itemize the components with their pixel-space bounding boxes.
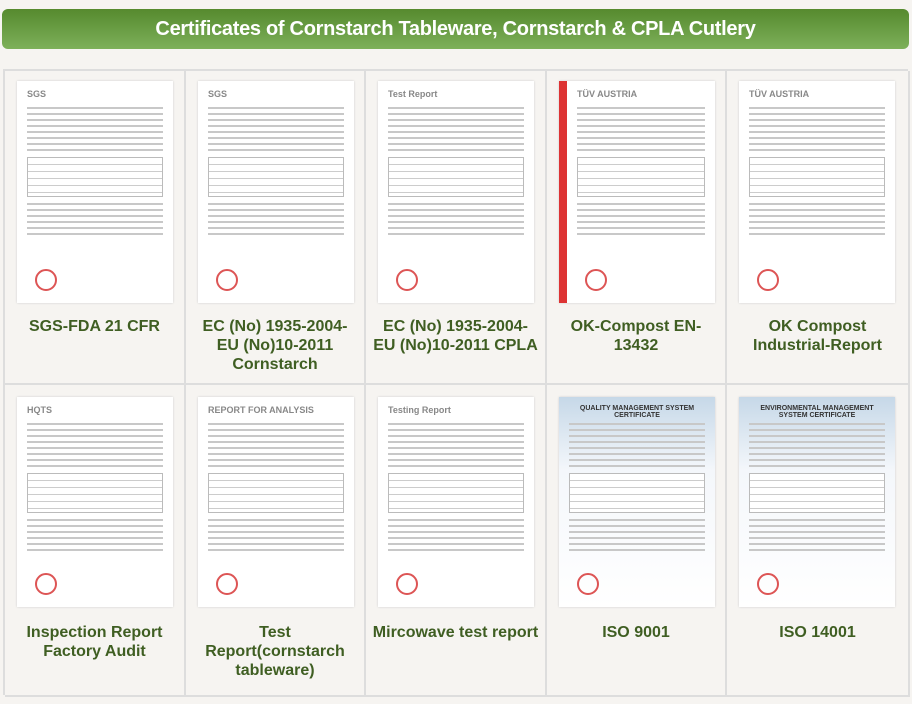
- certificate-card[interactable]: TÜV AUSTRIA OK Compost Industrial-Report: [727, 71, 910, 385]
- certificate-doc-header: QUALITY MANAGEMENT SYSTEM CERTIFICATE: [579, 405, 695, 419]
- certificate-doc-header: TÜV AUSTRIA: [577, 89, 638, 99]
- certificate-card[interactable]: Testing Report Mircowave test report: [366, 385, 547, 697]
- stamp-icon: [577, 573, 599, 595]
- certificate-image[interactable]: REPORT FOR ANALYSIS: [198, 397, 354, 607]
- stamp-icon: [396, 269, 418, 291]
- certificate-image[interactable]: TÜV AUSTRIA: [739, 81, 895, 303]
- certificate-label[interactable]: ISO 9001: [602, 624, 670, 641]
- stamp-icon: [585, 269, 607, 291]
- stamp-icon: [757, 573, 779, 595]
- certificate-image[interactable]: Testing Report: [378, 397, 534, 607]
- stamp-icon: [35, 573, 57, 595]
- stamp-icon: [216, 573, 238, 595]
- certificate-doc-header: SGS: [27, 89, 47, 99]
- certificate-card[interactable]: TÜV AUSTRIA OK-Compost EN-13432: [547, 71, 727, 385]
- certificate-card[interactable]: QUALITY MANAGEMENT SYSTEM CERTIFICATE ISO…: [547, 385, 727, 697]
- certificate-doc-header: Test Report: [388, 89, 438, 99]
- certificate-doc-header: HQTS: [27, 405, 53, 415]
- certificate-label[interactable]: OK-Compost EN-13432: [570, 318, 702, 354]
- certificate-image[interactable]: ENVIRONMENTAL MANAGEMENT SYSTEM CERTIFIC…: [739, 397, 895, 607]
- certificate-image[interactable]: SGS: [17, 81, 173, 303]
- certificate-doc-header: REPORT FOR ANALYSIS: [208, 405, 314, 415]
- stamp-icon: [757, 269, 779, 291]
- certificate-label[interactable]: Inspection Report Factory Audit: [26, 624, 163, 660]
- stamp-icon: [216, 269, 238, 291]
- certificate-image[interactable]: QUALITY MANAGEMENT SYSTEM CERTIFICATE: [559, 397, 715, 607]
- certificate-card[interactable]: SGS SGS-FDA 21 CFR: [5, 71, 186, 385]
- certificate-card[interactable]: Test Report EC (No) 1935-2004-EU (No)10-2…: [366, 71, 547, 385]
- certificate-doc-header: ENVIRONMENTAL MANAGEMENT SYSTEM CERTIFIC…: [760, 405, 874, 419]
- certificate-label[interactable]: SGS-FDA 21 CFR: [29, 318, 160, 335]
- certificate-image[interactable]: HQTS: [17, 397, 173, 607]
- certificate-card[interactable]: ENVIRONMENTAL MANAGEMENT SYSTEM CERTIFIC…: [727, 385, 910, 697]
- certificate-label[interactable]: ISO 14001: [779, 624, 856, 641]
- certificate-doc-header: Testing Report: [388, 405, 451, 415]
- certificate-label[interactable]: OK Compost Industrial-Report: [753, 318, 882, 354]
- certificate-card[interactable]: REPORT FOR ANALYSIS Test Report(cornstarc…: [186, 385, 366, 697]
- certificate-label[interactable]: Test Report(cornstarch tableware): [205, 624, 345, 679]
- page-title: Certificates of Cornstarch Tableware, Co…: [2, 9, 909, 49]
- certificate-doc-header: TÜV AUSTRIA: [749, 89, 810, 99]
- certificate-doc-header: SGS: [208, 89, 228, 99]
- certificate-image[interactable]: Test Report: [378, 81, 534, 303]
- certificate-card[interactable]: SGS EC (No) 1935-2004-EU (No)10-2011 Corn…: [186, 71, 366, 385]
- certificate-label[interactable]: EC (No) 1935-2004-EU (No)10-2011 Cornsta…: [202, 318, 348, 373]
- certificate-label[interactable]: EC (No) 1935-2004-EU (No)10-2011 CPLA: [373, 318, 538, 354]
- certificate-label[interactable]: Mircowave test report: [372, 624, 539, 641]
- certificate-card[interactable]: HQTS Inspection Report Factory Audit: [5, 385, 186, 697]
- stamp-icon: [35, 269, 57, 291]
- certificate-image[interactable]: SGS: [198, 81, 354, 303]
- certificate-image[interactable]: TÜV AUSTRIA: [559, 81, 715, 303]
- stamp-icon: [396, 573, 418, 595]
- certificates-grid: SGS SGS-FDA 21 CFR SGS EC (No) 1935-2004-EU…: [3, 69, 910, 697]
